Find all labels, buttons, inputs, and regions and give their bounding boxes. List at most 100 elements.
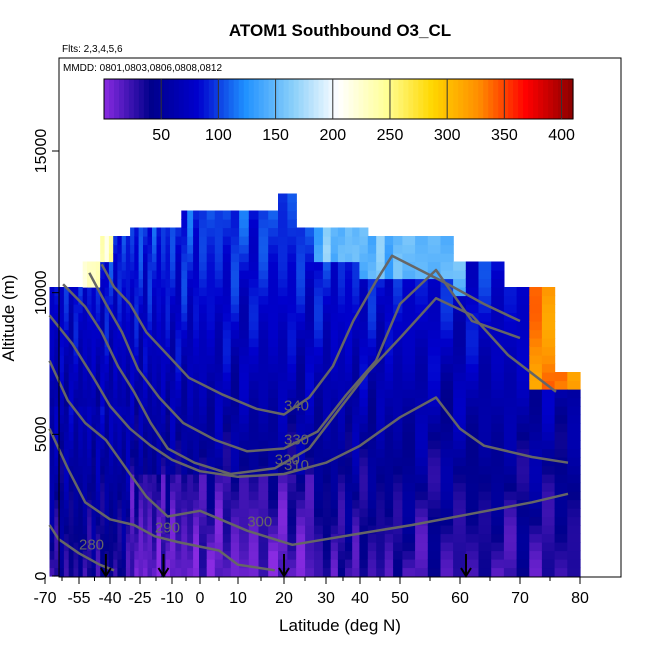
heatmap-cell [68, 550, 75, 560]
heatmap-cell [503, 372, 518, 382]
heatmap-cell [440, 363, 454, 373]
heatmap-cell [367, 440, 377, 450]
heatmap-cell [322, 474, 332, 484]
heatmap-cell [376, 304, 386, 314]
heatmap-cell [402, 244, 416, 254]
heatmap-cell [156, 380, 162, 390]
heatmap-cell [305, 244, 315, 254]
heatmap-cell [187, 474, 194, 484]
heatmap-cell [376, 389, 386, 399]
heatmap-cell [54, 295, 60, 305]
heatmap-cell [296, 304, 306, 314]
heatmap-cell [73, 423, 79, 433]
heatmap-cell [113, 482, 118, 492]
heatmap-cell [100, 559, 106, 569]
heatmap-cell [82, 567, 88, 577]
heatmap-cell [287, 287, 297, 297]
heatmap-cell [345, 406, 353, 416]
heatmap-cell [402, 567, 416, 577]
heatmap-cell [138, 261, 144, 271]
heatmap-cell [82, 482, 88, 492]
heatmap-cell [393, 508, 403, 518]
heatmap-cell [206, 236, 216, 246]
heatmap-cell [156, 406, 162, 416]
heatmap-cell [104, 423, 110, 433]
heatmap-cell [175, 355, 182, 365]
heatmap-cell [230, 406, 240, 416]
heatmap-cell [117, 474, 123, 484]
heatmap-cell [453, 559, 467, 569]
heatmap-cell [230, 355, 240, 365]
heatmap-cell [68, 389, 75, 399]
heatmap-cell [296, 542, 306, 552]
heatmap-cell [121, 253, 127, 263]
heatmap-cell [322, 397, 332, 407]
heatmap-cell [125, 253, 131, 263]
heatmap-cell [59, 321, 65, 331]
heatmap-cell [248, 321, 260, 331]
heatmap-cell [478, 533, 492, 543]
heatmap-cell [206, 499, 216, 509]
heatmap-cell [230, 389, 240, 399]
heatmap-cell [54, 491, 60, 501]
colorbar-swatch [418, 79, 424, 119]
heatmap-cell [147, 550, 153, 560]
heatmap-cell [359, 346, 369, 356]
heatmap-cell [95, 389, 101, 399]
heatmap-cell [134, 440, 140, 450]
heatmap-cell [393, 516, 403, 526]
heatmap-cell [239, 491, 250, 501]
heatmap-cell [305, 516, 315, 526]
heatmap-cell [230, 278, 240, 288]
heatmap-cell [175, 372, 182, 382]
heatmap-cell [161, 244, 167, 254]
heatmap-cell [143, 516, 149, 526]
heatmap-cell [402, 465, 416, 475]
heatmap-cell [206, 210, 216, 220]
heatmap-cell [230, 270, 240, 280]
heatmap-cell [206, 542, 216, 552]
heatmap-cell [113, 474, 118, 484]
heatmap-cell [465, 482, 480, 492]
heatmap-cell [134, 550, 140, 560]
heatmap-cell [453, 474, 467, 484]
heatmap-cell [305, 440, 315, 450]
heatmap-cell [206, 261, 216, 271]
heatmap-cell [287, 482, 297, 492]
heatmap-cell [134, 525, 140, 535]
heatmap-cell [63, 482, 70, 492]
heatmap-cell [503, 491, 518, 501]
heatmap-cell [305, 346, 315, 356]
heatmap-cell [156, 295, 162, 305]
heatmap-cell [278, 363, 288, 373]
heatmap-cell [87, 380, 93, 390]
heatmap-cell [187, 321, 194, 331]
heatmap-cell [78, 448, 84, 458]
heatmap-cell [113, 499, 118, 509]
heatmap-cell [181, 542, 188, 552]
heatmap-cell [367, 380, 377, 390]
heatmap-cell [73, 448, 79, 458]
heatmap-cell [193, 236, 200, 246]
heatmap-cell [440, 491, 454, 501]
heatmap-cell [330, 244, 339, 254]
heatmap-cell [503, 542, 518, 552]
heatmap-cell [367, 338, 377, 348]
heatmap-cell [330, 287, 339, 297]
heatmap-cell [296, 346, 306, 356]
heatmap-cell [117, 329, 123, 339]
heatmap-cell [384, 312, 394, 322]
colorbar-swatch [163, 79, 170, 119]
heatmap-cell [337, 329, 346, 339]
heatmap-cell [314, 482, 324, 492]
heatmap-cell [175, 482, 182, 492]
heatmap-cell [78, 499, 84, 509]
heatmap-cell [113, 533, 118, 543]
heatmap-cell [134, 321, 140, 331]
heatmap-cell [54, 508, 60, 518]
heatmap-cell [278, 533, 288, 543]
heatmap-cell [345, 338, 353, 348]
heatmap-cell [239, 380, 250, 390]
heatmap-cell [465, 414, 480, 424]
heatmap-cell [376, 287, 386, 297]
